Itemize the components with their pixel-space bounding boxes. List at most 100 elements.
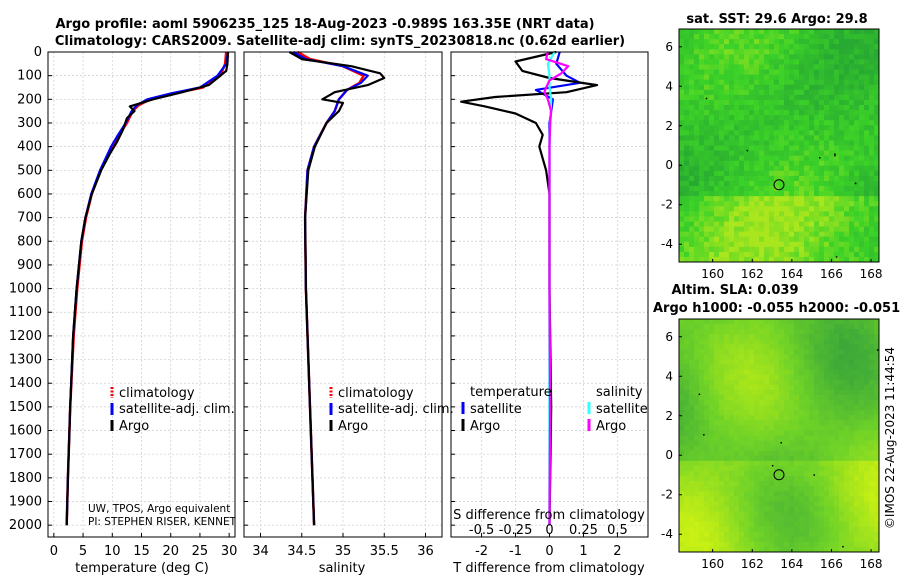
map-cell	[754, 216, 760, 222]
map-cell	[834, 186, 840, 192]
map-cell	[709, 145, 715, 151]
map-cell	[874, 319, 880, 325]
map-cell	[769, 486, 775, 492]
map-cell	[834, 120, 840, 126]
map-cell	[864, 389, 870, 396]
map-cell	[694, 319, 700, 325]
map-cell	[709, 180, 715, 187]
map-cell	[859, 29, 865, 35]
map-cell	[679, 231, 685, 238]
map-cell	[794, 435, 800, 441]
map-cell	[684, 491, 690, 497]
map-cell	[824, 74, 830, 81]
map-cell	[709, 251, 715, 258]
map-cell	[779, 491, 785, 497]
map-cell	[809, 256, 815, 263]
map-cell	[759, 216, 765, 222]
map-cell	[854, 384, 860, 391]
map-cell	[804, 110, 810, 116]
map-cell	[764, 115, 770, 121]
map-cell	[759, 339, 765, 345]
map-cell	[829, 155, 835, 162]
map-cell	[859, 221, 865, 227]
map-cell	[764, 29, 770, 35]
map-cell	[714, 334, 720, 340]
map-cell	[834, 84, 840, 91]
map-cell	[684, 226, 690, 233]
map-cell	[699, 410, 705, 416]
map-cell	[754, 470, 760, 477]
map-cell	[679, 130, 685, 136]
map-cell	[784, 135, 790, 141]
map-cell	[709, 516, 715, 523]
map-cell	[754, 521, 760, 528]
map-cell	[784, 319, 790, 325]
map-cell	[734, 359, 740, 365]
map-cell	[824, 201, 830, 207]
map-cell	[869, 440, 875, 447]
map-cell	[854, 180, 860, 187]
map-cell	[849, 531, 855, 538]
map-cell	[759, 435, 765, 441]
map-cell	[869, 201, 875, 207]
map-cell	[804, 196, 810, 202]
map-cell	[744, 536, 750, 543]
map-cell	[839, 135, 845, 141]
map-cell	[814, 405, 820, 411]
map-cell	[799, 506, 805, 512]
map-cell	[734, 349, 740, 355]
map-cell	[794, 120, 800, 126]
map-cell	[854, 329, 860, 335]
map-cell	[834, 130, 840, 136]
map-cell	[749, 115, 755, 121]
map-cell	[759, 251, 765, 258]
map-cell	[779, 145, 785, 151]
map-cell	[699, 526, 705, 533]
map-cell	[874, 359, 880, 365]
map-speck	[705, 97, 708, 100]
map-cell	[734, 236, 740, 243]
map-cell	[724, 415, 730, 421]
map-cell	[729, 501, 735, 507]
map-cell	[869, 455, 875, 462]
map-cell	[734, 531, 740, 538]
map-cell	[774, 120, 780, 126]
map-cell	[684, 476, 690, 482]
map-cell	[734, 44, 740, 50]
map-cell	[744, 491, 750, 497]
map-cell	[729, 531, 735, 538]
map-cell	[749, 34, 755, 40]
map-cell	[799, 231, 805, 238]
map-speck	[834, 153, 836, 155]
map-cell	[769, 201, 775, 207]
map-cell	[779, 445, 785, 452]
map-cell	[824, 175, 830, 182]
map-cell	[774, 160, 780, 167]
y-tick-label: 900	[17, 258, 42, 273]
map-cell	[759, 94, 765, 101]
map-cell	[869, 394, 875, 401]
map-cell	[829, 384, 835, 391]
map-cell	[764, 145, 770, 151]
map-cell	[704, 339, 710, 345]
map-cell	[739, 241, 745, 248]
map-cell	[814, 135, 820, 141]
map-cell	[789, 175, 795, 182]
map-cell	[719, 211, 725, 217]
map-y-tick-label: 4	[665, 369, 673, 383]
map-cell	[804, 216, 810, 222]
map-cell	[689, 481, 695, 487]
map-cell	[859, 64, 865, 70]
map-cell	[784, 69, 790, 75]
map-cell	[709, 465, 715, 472]
map-cell	[739, 410, 745, 416]
map-y-tick-label: -2	[661, 488, 673, 502]
map-cell	[834, 506, 840, 512]
map-cell	[814, 319, 820, 325]
map-cell	[809, 349, 815, 355]
map-cell	[679, 465, 685, 472]
series-line-argo	[65, 51, 230, 526]
map-cell	[719, 334, 725, 340]
map-cell	[819, 435, 825, 441]
map-cell	[749, 104, 755, 111]
